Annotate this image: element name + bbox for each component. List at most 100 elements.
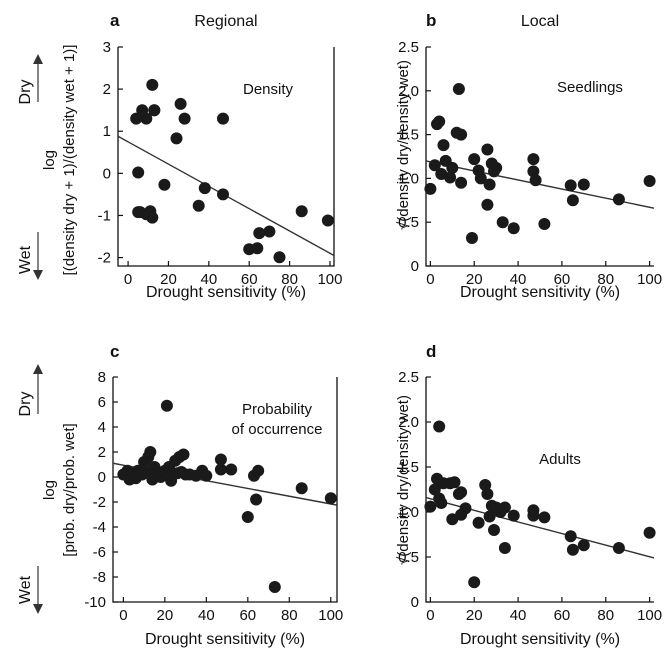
- x-axis-label: Drought sensitivity (%): [460, 631, 620, 648]
- data-point: [198, 182, 211, 195]
- data-point: [498, 542, 511, 554]
- wet-arrowhead-bottom: [33, 604, 43, 614]
- data-point: [177, 448, 190, 461]
- y-tick-label: -2: [93, 494, 106, 511]
- data-point: [324, 492, 337, 505]
- data-point: [424, 182, 437, 195]
- panel-letter: a: [110, 11, 120, 30]
- data-point: [481, 488, 494, 500]
- panel-c-probability-of-occurrence: 0 20 40 60 80 100 -10 -8 -6 -4 -2 0 2 4 6 8c Probability…: [41, 342, 343, 648]
- y-axis-label-line: log: [41, 480, 58, 500]
- data-point: [564, 530, 577, 543]
- y-tick-label: 0: [98, 469, 106, 486]
- x-tick-label: 60: [239, 607, 256, 624]
- data-point: [321, 214, 334, 227]
- data-point: [488, 524, 500, 536]
- data-point: [612, 542, 625, 554]
- data-point: [455, 176, 468, 189]
- data-point: [527, 153, 540, 166]
- data-point: [174, 97, 187, 110]
- y-tick-label: 1.5: [398, 459, 419, 476]
- x-tick-label: 20: [160, 271, 177, 288]
- panel-title: Regional: [194, 13, 257, 30]
- data-point: [452, 83, 465, 95]
- data-point: [566, 543, 579, 556]
- data-point: [566, 194, 579, 207]
- x-tick-label: 80: [597, 271, 614, 288]
- data-point: [428, 483, 441, 496]
- data-point: [481, 143, 494, 156]
- y-axis-label-line: √(density dry/density wet): [395, 395, 412, 565]
- data-point: [433, 420, 446, 433]
- x-tick-label: 20: [157, 607, 174, 624]
- dry-label-bottom: Dry: [17, 392, 34, 417]
- panel-a-regional-density: 0 20 40 60 80 100 -2 -1 0 1 2 3 a Regional Density Drou…: [41, 11, 342, 301]
- y-tick-label: 4: [98, 419, 106, 436]
- data-point: [577, 539, 590, 552]
- y-tick-label: 0: [411, 258, 419, 275]
- data-point: [192, 199, 205, 212]
- y-tick-label: 0.5: [398, 214, 419, 231]
- data-point: [643, 175, 656, 187]
- panel-letter: c: [110, 342, 119, 361]
- data-point: [178, 112, 191, 125]
- data-point: [253, 227, 266, 240]
- panel-letter: b: [426, 11, 436, 30]
- panel-annotation-line: of occurrence: [232, 421, 323, 438]
- panel-annotation: Adults: [539, 451, 581, 468]
- data-point: [538, 218, 551, 230]
- y-axis-label-line: √(density dry/density wet): [395, 60, 412, 230]
- data-point: [529, 174, 542, 187]
- side-labels-top: Dry Wet: [17, 54, 43, 280]
- wet-arrowhead-top: [33, 270, 43, 280]
- data-point: [148, 104, 161, 117]
- data-point: [170, 132, 183, 145]
- data-point: [468, 153, 481, 166]
- x-tick-label: 100: [637, 607, 662, 624]
- data-point: [498, 501, 511, 514]
- data-point: [474, 172, 487, 185]
- data-point: [496, 216, 509, 229]
- data-point: [140, 112, 153, 125]
- data-point: [214, 463, 227, 476]
- data-point: [433, 115, 446, 128]
- x-tick-label: 40: [510, 607, 527, 624]
- data-point: [468, 576, 481, 589]
- panel-annotation: Seedlings: [557, 79, 623, 96]
- data-point: [455, 128, 468, 141]
- y-tick-label: 3: [103, 39, 111, 56]
- data-point: [252, 464, 265, 477]
- x-tick-label: 0: [426, 271, 434, 288]
- y-tick-label: 2: [98, 444, 106, 461]
- data-point: [273, 251, 286, 264]
- x-axis-label: Drought sensitivity (%): [146, 284, 306, 301]
- x-tick-label: 100: [637, 271, 662, 288]
- data-point: [160, 399, 173, 412]
- data-point: [214, 453, 227, 466]
- data-point: [466, 232, 478, 244]
- side-labels-bottom: Dry Wet: [17, 364, 43, 614]
- x-tick-label: 0: [426, 607, 434, 624]
- data-point: [130, 112, 143, 125]
- y-tick-label: 1: [103, 123, 111, 140]
- wet-label-bottom: Wet: [17, 575, 34, 604]
- y-tick-label: 2.5: [398, 369, 419, 386]
- x-tick-label: 40: [200, 271, 217, 288]
- data-point: [643, 526, 656, 539]
- plot-frame: [117, 47, 335, 267]
- panel-d-adults: 0 20 40 60 80 100 0 0.5 1.0 1.5 2.0 2.5 d Adults Droug…: [395, 342, 662, 648]
- data-point: [424, 500, 437, 513]
- data-point: [527, 509, 540, 522]
- data-point: [455, 486, 468, 499]
- x-tick-label: 80: [281, 607, 298, 624]
- dry-arrowhead-bottom: [33, 364, 43, 374]
- y-tick-label: -8: [93, 569, 106, 586]
- y-tick-label: 0: [411, 594, 419, 611]
- y-tick-label: 1.5: [398, 127, 419, 144]
- data-point: [507, 222, 520, 235]
- y-tick-label: 2.0: [398, 83, 419, 100]
- data-point: [132, 166, 145, 179]
- data-point: [144, 446, 157, 458]
- y-tick-label: -6: [93, 544, 106, 561]
